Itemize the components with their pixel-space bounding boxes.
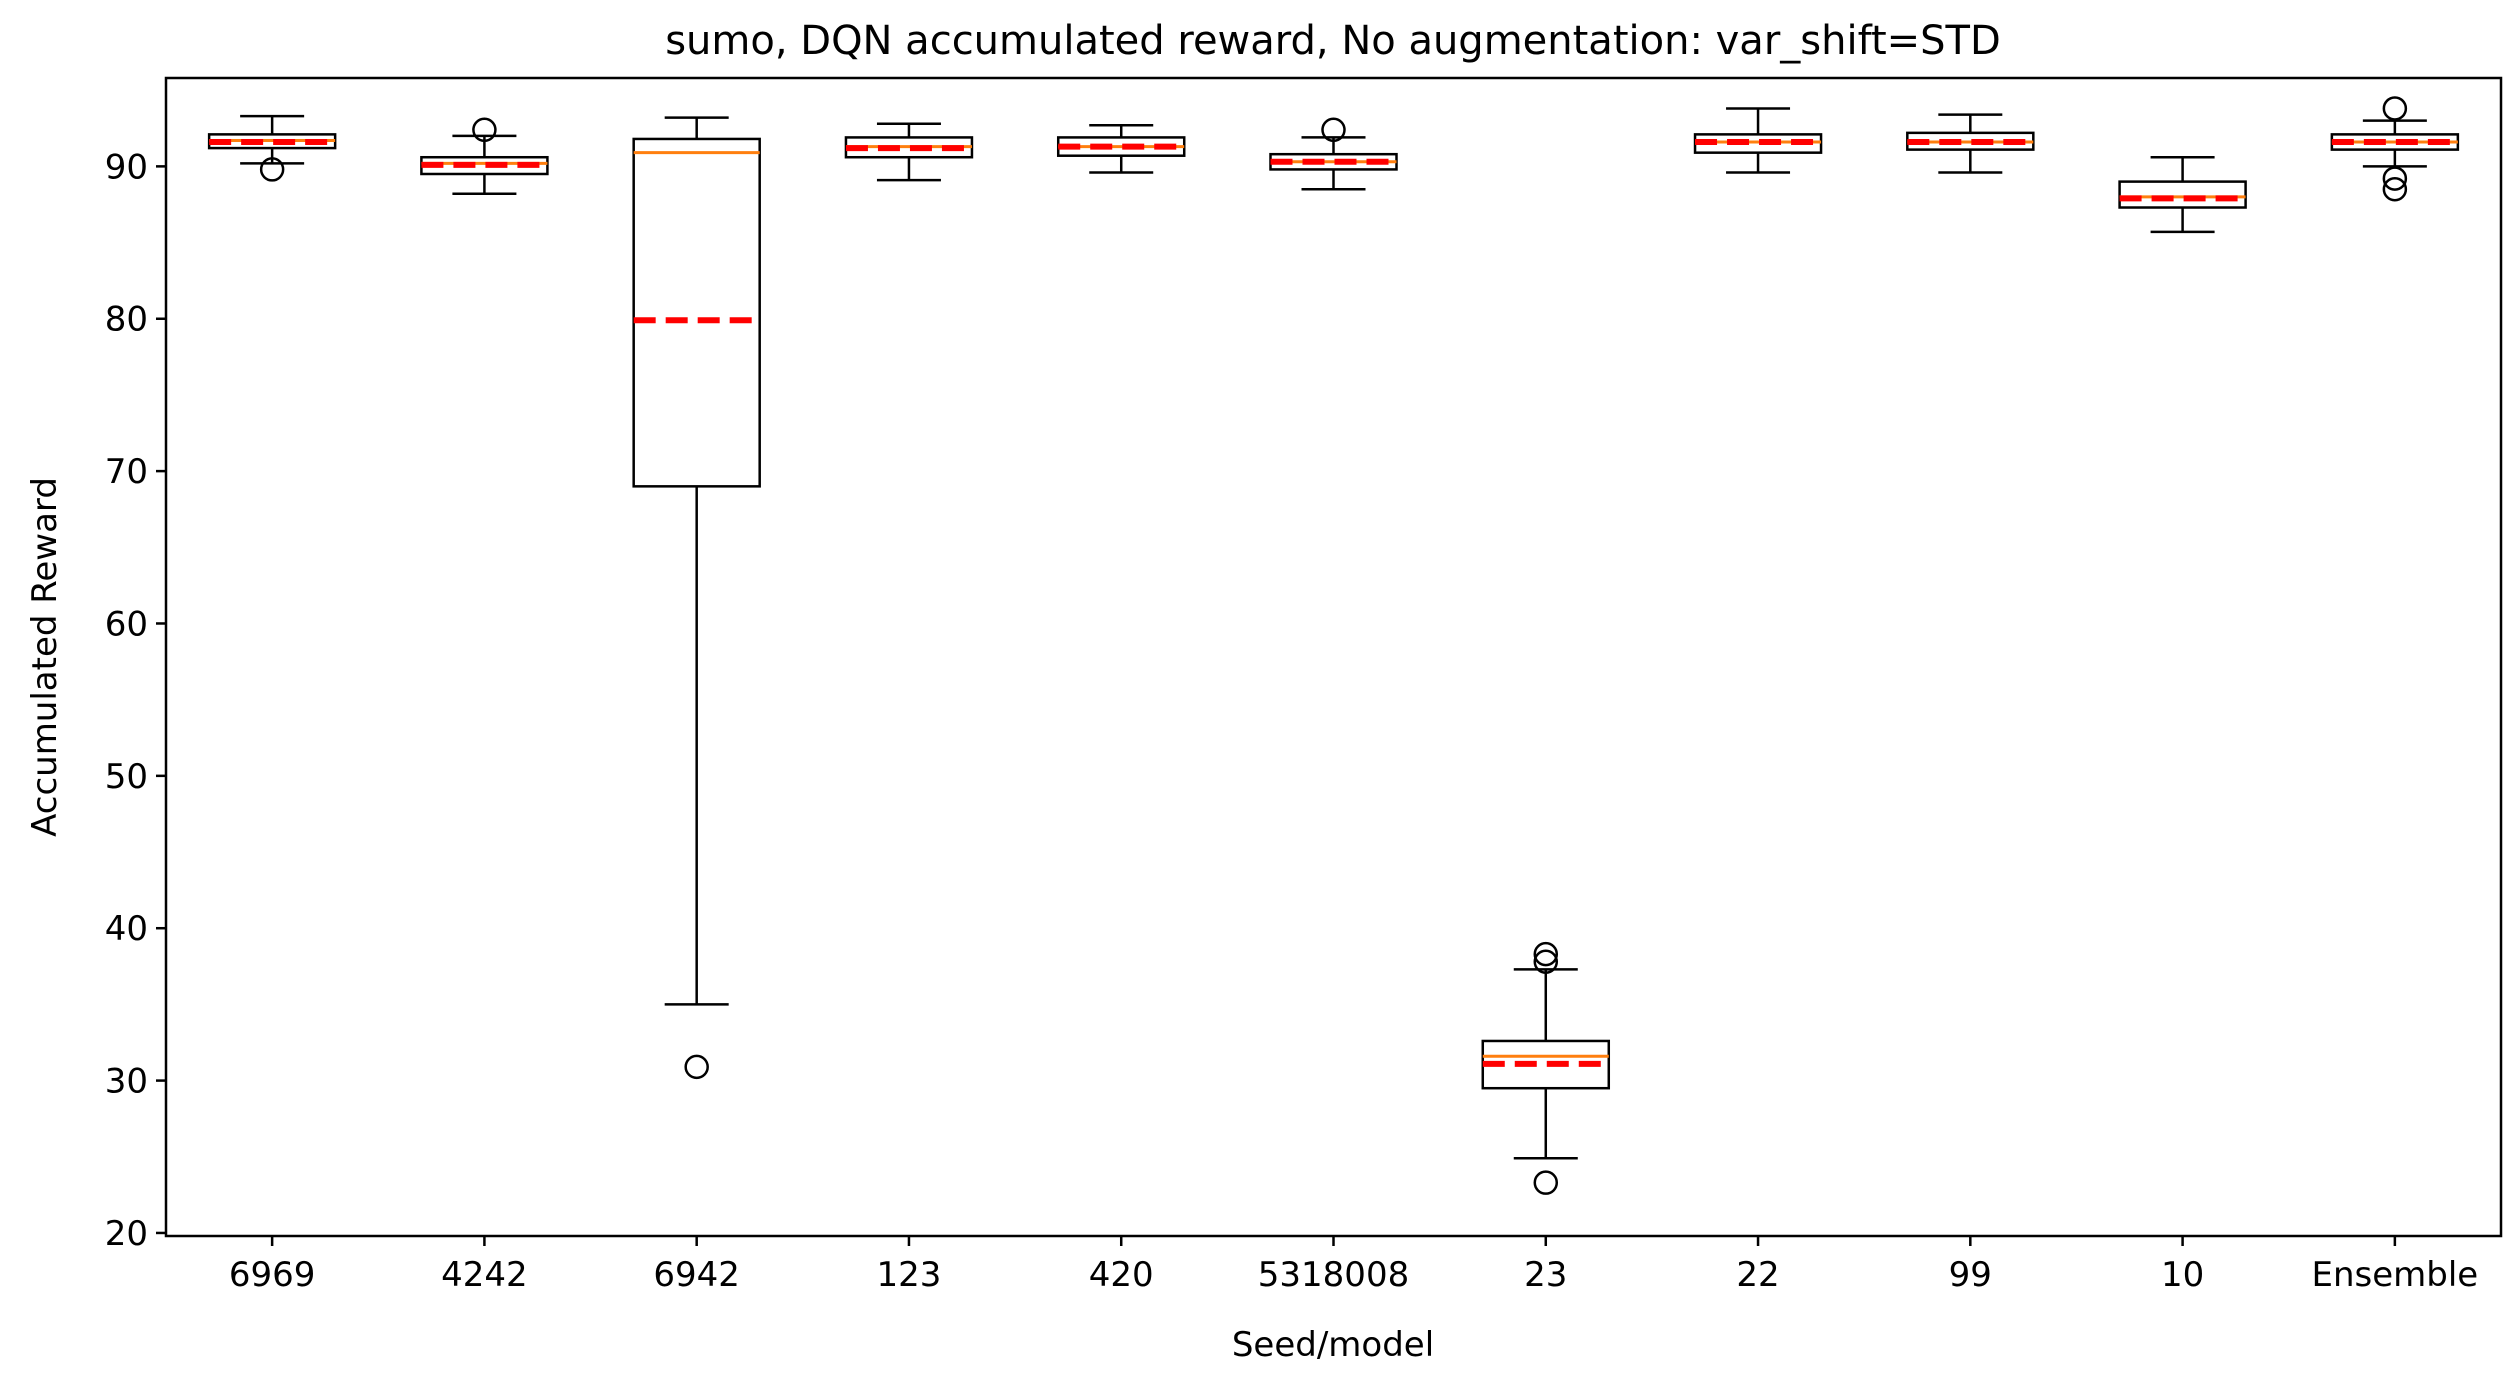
x-tick-label: Ensemble [2311, 1255, 2478, 1295]
outlier-point [2382, 96, 2408, 121]
box-group-123 [844, 122, 974, 182]
outlier-point [1321, 117, 1346, 143]
box-group-4242 [420, 117, 549, 196]
outlier-point [259, 157, 285, 182]
outlier-point [684, 1054, 709, 1080]
box-group-10 [2118, 155, 2247, 234]
x-tick-label: 4242 [441, 1255, 528, 1295]
y-axis-label: Accumulated Reward [25, 477, 65, 837]
y-tick-label: 50 [105, 757, 148, 797]
box-group-22 [1693, 107, 1823, 174]
box-group-6969 [207, 114, 337, 182]
x-axis: 6969 4242 6942 123 420 5318008 23 22 99 10 Ensembl… [229, 1236, 2478, 1295]
outlier-point [1533, 949, 1559, 974]
box-group-Ensemble [2330, 96, 2460, 202]
outlier-point [2382, 166, 2408, 191]
y-tick-label: 70 [105, 452, 148, 492]
x-tick-label: 6942 [653, 1255, 740, 1295]
x-tick-label: 22 [1736, 1255, 1779, 1295]
y-tick-label: 30 [105, 1062, 148, 1102]
y-tick-label: 40 [105, 909, 148, 949]
y-tick-label: 60 [105, 604, 148, 644]
box-group-5318008 [1269, 117, 1398, 191]
x-tick-label: 23 [1524, 1255, 1567, 1295]
box-group-420 [1056, 123, 1186, 174]
box-iqr [2118, 180, 2247, 209]
x-tick-label: 123 [877, 1255, 942, 1295]
x-tick-label: 6969 [229, 1255, 316, 1295]
y-axis: 20 30 40 50 60 70 80 90 [105, 147, 166, 1254]
outlier-point [2382, 176, 2408, 202]
y-tick-label: 20 [105, 1214, 148, 1254]
x-tick-label: 10 [2161, 1255, 2204, 1295]
box-group-6942 [632, 116, 761, 1080]
outlier-point [1533, 1170, 1559, 1195]
chart-title: sumo, DQN accumulated reward, No augment… [665, 18, 2001, 64]
x-tick-label: 5318008 [1258, 1255, 1409, 1295]
y-tick-label: 80 [105, 300, 148, 340]
y-tick-label: 90 [105, 147, 148, 187]
x-tick-label: 99 [1949, 1255, 1992, 1295]
box-iqr [632, 137, 761, 488]
x-tick-label: 420 [1089, 1255, 1154, 1295]
plot-area [207, 96, 2460, 1195]
outlier-point [472, 117, 497, 143]
box-group-99 [1906, 113, 2035, 174]
outlier-point [1533, 941, 1559, 967]
x-axis-label: Seed/model [1232, 1325, 1434, 1365]
box-group-23 [1481, 941, 1611, 1195]
